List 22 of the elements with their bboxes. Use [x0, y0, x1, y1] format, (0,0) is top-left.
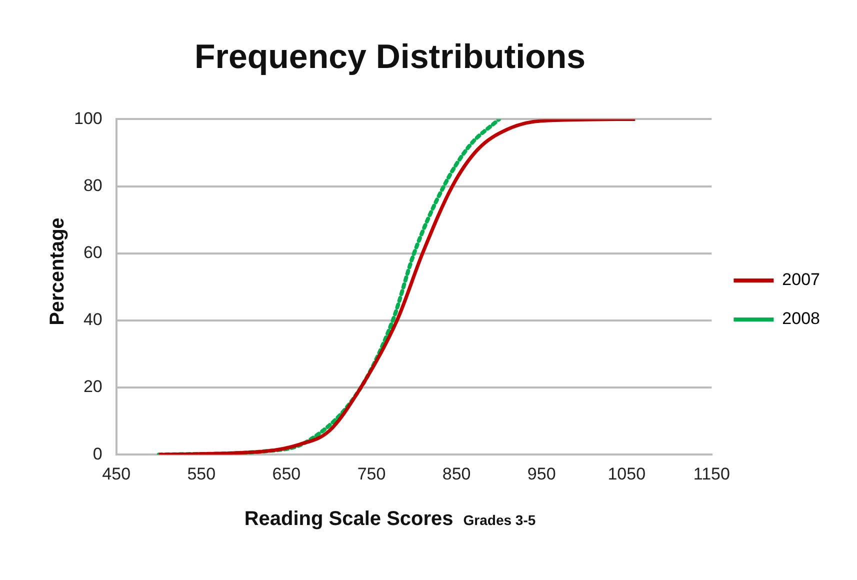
y-tick-label: 40	[83, 310, 102, 330]
line-series	[157, 119, 637, 455]
chart-title: Frequency Distributions	[193, 38, 587, 77]
x-tick-label: 650	[272, 464, 301, 484]
x-tick-label: 1150	[693, 464, 730, 484]
legend-label: 2007	[782, 270, 820, 290]
x-tick-label: 950	[527, 464, 556, 484]
line-series	[156, 119, 502, 455]
x-tick-label: 450	[102, 464, 131, 484]
y-tick-label: 60	[83, 243, 102, 262]
x-tick-label: 550	[187, 464, 216, 484]
x-tick-label: 850	[442, 464, 471, 484]
x-tick-label: 1050	[608, 464, 646, 484]
y-tick-label: 100	[74, 108, 102, 128]
y-tick-label: 20	[83, 377, 102, 396]
text: Grades 3-5	[463, 512, 536, 528]
x-tick-label: 750	[357, 464, 386, 484]
x-axis-title: Reading Scale Scores	[244, 508, 454, 530]
legend-label: 2008	[782, 309, 820, 328]
y-tick-label: 80	[83, 176, 102, 195]
y-tick-label: 0	[92, 444, 102, 464]
y-axis-title: Percentage	[46, 216, 70, 328]
